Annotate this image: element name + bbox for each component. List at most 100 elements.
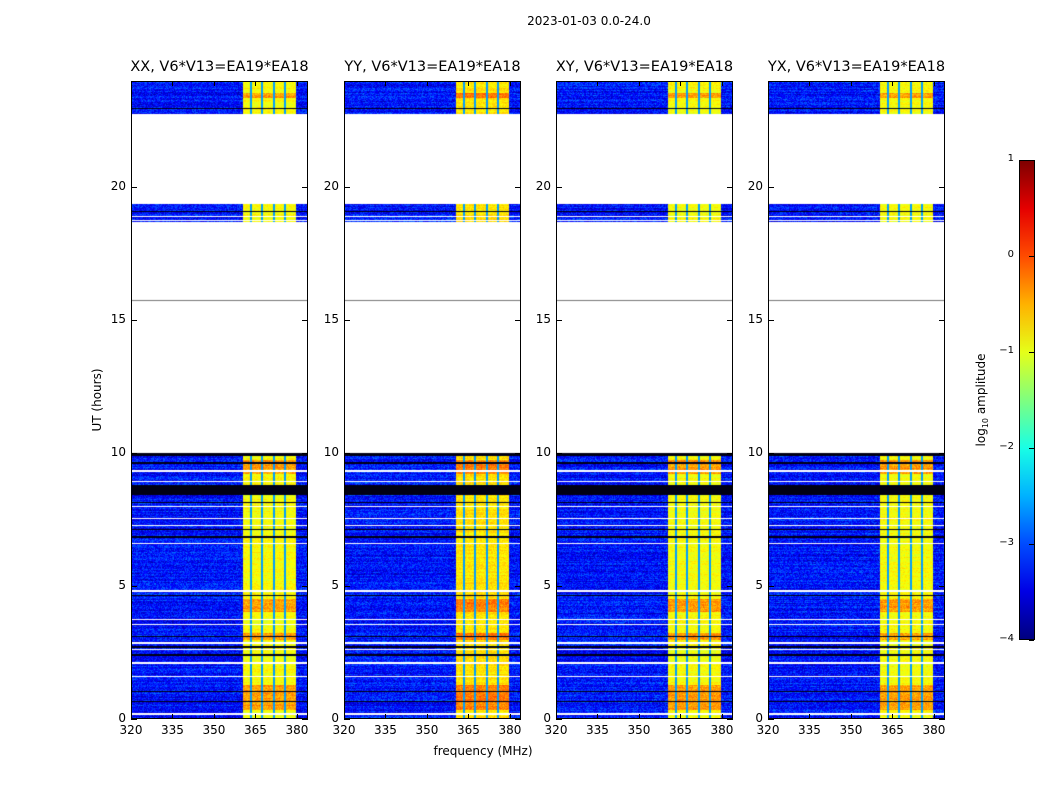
y-tick-label: 5 [118, 578, 126, 593]
x-tick-mark [131, 714, 132, 719]
x-tick-mark [131, 81, 132, 86]
y-tick-mark [302, 719, 308, 720]
colorbar-tick-label: −3 [999, 537, 1014, 548]
x-tick-mark [638, 714, 640, 719]
y-tick-mark [344, 453, 350, 455]
heatmap-panel-1 [131, 81, 308, 719]
x-tick-label: 380 [922, 723, 946, 737]
x-tick-mark [385, 714, 387, 719]
x-tick-mark [597, 714, 599, 719]
y-tick-label: 0 [543, 711, 551, 725]
y-tick-label: 20 [747, 179, 763, 194]
heatmap-panel-3 [556, 81, 733, 719]
x-tick-mark [426, 714, 428, 719]
y-tick-label: 0 [331, 711, 339, 725]
colorbar-tick-mark [1029, 544, 1034, 545]
y-tick-mark [939, 187, 945, 189]
y-tick-mark [344, 719, 350, 720]
heatmap-image [557, 82, 732, 718]
y-tick-mark [768, 453, 774, 455]
y-tick-mark [515, 719, 521, 720]
y-tick-mark [939, 719, 945, 720]
x-tick-mark [721, 81, 723, 86]
x-tick-mark [680, 81, 682, 86]
y-tick-mark [939, 586, 945, 588]
x-tick-mark [296, 714, 298, 719]
x-tick-mark [638, 81, 640, 86]
x-tick-mark [509, 81, 511, 86]
x-tick-label: 335 [161, 723, 184, 737]
x-tick-mark [213, 81, 215, 86]
y-tick-mark [344, 187, 350, 189]
x-tick-label: 365 [244, 723, 267, 737]
colorbar-label: log10 amplitude [973, 353, 991, 447]
y-tick-mark [556, 586, 562, 588]
y-tick-mark [939, 320, 945, 322]
y-tick-label: 20 [323, 179, 339, 194]
x-tick-mark [933, 714, 935, 719]
x-tick-mark [892, 714, 894, 719]
y-tick-label: 5 [755, 578, 763, 593]
x-tick-label: 320 [332, 723, 356, 737]
colorbar-tick-label: 1 [1007, 153, 1014, 164]
x-tick-mark [768, 714, 769, 719]
y-tick-mark [768, 586, 774, 588]
x-tick-label: 380 [498, 723, 522, 737]
y-tick-mark [727, 719, 733, 720]
x-tick-mark [933, 81, 935, 86]
x-tick-label: 335 [586, 723, 609, 737]
colorbar-tick-label: −1 [999, 345, 1014, 356]
y-tick-mark [768, 719, 774, 720]
x-tick-label: 365 [881, 723, 904, 737]
y-tick-mark [302, 453, 308, 455]
x-tick-label: 350 [839, 723, 863, 737]
y-tick-label: 5 [331, 578, 339, 593]
y-tick-label: 10 [535, 445, 551, 460]
colorbar-tick-mark [1029, 352, 1034, 353]
x-tick-mark [809, 81, 811, 86]
x-tick-mark [809, 714, 811, 719]
y-tick-mark [768, 187, 774, 189]
x-tick-mark [556, 81, 557, 86]
heatmap-panel-2 [344, 81, 521, 719]
x-tick-mark [892, 81, 894, 86]
x-tick-label: 320 [756, 723, 780, 737]
x-tick-mark [255, 714, 257, 719]
x-tick-label: 335 [798, 723, 821, 737]
y-tick-mark [515, 586, 521, 588]
x-tick-mark [768, 81, 769, 86]
heatmap-image [345, 82, 520, 718]
y-tick-mark [131, 586, 137, 588]
x-tick-label: 350 [202, 723, 226, 737]
x-axis-label: frequency (MHz) [433, 744, 533, 758]
colorbar-tick-label: −4 [999, 633, 1014, 644]
y-tick-mark [768, 320, 774, 322]
panel-title: YX, V6*V13=EA19*EA18 [767, 59, 946, 75]
y-tick-label: 10 [323, 445, 339, 460]
figure-title: 2023-01-03 0.0-24.0 [527, 14, 651, 28]
x-tick-mark [344, 81, 345, 86]
y-tick-label: 20 [535, 179, 551, 194]
x-tick-label: 320 [119, 723, 143, 737]
x-tick-mark [344, 714, 345, 719]
heatmap-panel-4 [768, 81, 945, 719]
y-tick-label: 10 [110, 445, 126, 460]
panel-title: XY, V6*V13=EA19*EA18 [555, 59, 734, 75]
y-tick-mark [727, 187, 733, 189]
colorbar-tick-label: −2 [999, 441, 1014, 452]
y-tick-mark [939, 453, 945, 455]
colorbar-tick-label: 0 [1007, 249, 1014, 260]
y-tick-mark [515, 320, 521, 322]
y-tick-mark [344, 320, 350, 322]
x-tick-label: 350 [415, 723, 439, 737]
x-tick-mark [509, 714, 511, 719]
y-tick-mark [727, 453, 733, 455]
y-tick-mark [556, 453, 562, 455]
y-tick-mark [556, 187, 562, 189]
x-tick-mark [426, 81, 428, 86]
y-tick-label: 0 [755, 711, 763, 725]
y-tick-mark [131, 719, 137, 720]
heatmap-image [769, 82, 944, 718]
colorbar-tick-mark [1029, 160, 1034, 161]
y-tick-label: 10 [747, 445, 763, 460]
